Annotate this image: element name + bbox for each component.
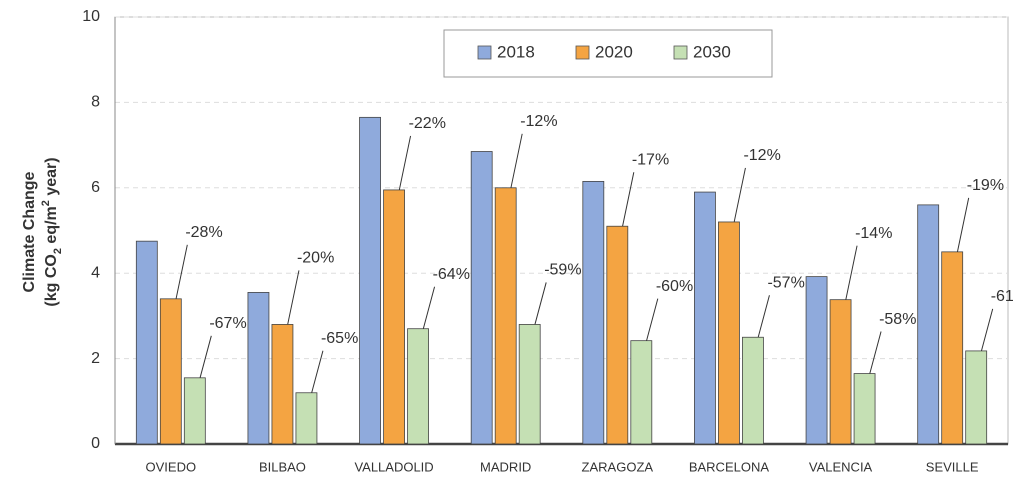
bar [271,324,294,445]
bar [742,336,764,445]
y-tick-label: 10 [82,8,100,25]
change-label: -17% [632,151,669,168]
x-tick-label: ZARAGOZA [582,459,654,474]
leader-line [422,286,436,329]
y-tick-label: 0 [91,435,100,452]
leader-line [980,308,994,352]
change-label: -28% [185,224,222,241]
bar [718,221,740,445]
change-label: -59% [544,262,581,279]
x-tick-label: MADRID [480,459,531,474]
x-tick-label: VALENCIA [809,459,873,474]
bar [606,225,629,445]
legend-label: 2020 [595,42,633,61]
bar [183,377,206,445]
leader-line [956,197,970,252]
leader-line [733,167,746,223]
y-tick-label: 8 [91,94,100,111]
x-tick-label: BILBAO [259,459,306,474]
y-tick-label: 2 [91,350,100,367]
x-tick-label: OVIEDO [146,459,197,474]
bar [407,328,429,445]
y-label-part: year) [43,157,60,200]
legend-swatch [673,45,688,60]
change-label: -22% [409,115,446,132]
change-label: -65% [321,330,358,347]
bar [518,324,541,445]
change-label: -64% [433,266,470,283]
y-label-part: (kg CO [43,254,60,306]
bar [470,151,493,445]
legend-swatch [477,45,492,60]
leader-line [398,135,412,191]
bar [630,340,653,445]
bar [159,298,182,445]
bar [805,276,828,445]
leader-line [510,133,523,188]
change-label: -20% [297,250,334,267]
legend-label: 2018 [497,42,535,61]
leader-line [534,282,547,325]
bar [494,187,517,445]
y-label-sub: 2 [52,248,64,254]
y-label-sup: 2 [40,200,52,206]
bar [295,392,318,445]
leader-line [757,295,770,338]
bar [582,180,605,445]
x-tick-label: VALLADOLID [354,459,433,474]
change-label: -12% [743,147,780,164]
leader-line [175,244,188,299]
y-axis-label: (kg CO2 eq/m2 year) [40,157,64,306]
bar [829,299,852,445]
y-tick-label: 6 [91,179,100,196]
y-axis-label: Climate Change [21,171,38,292]
change-label: -19% [967,177,1004,194]
legend-swatch [575,45,590,60]
change-label: -14% [855,225,892,242]
bar [135,240,158,445]
bar [853,373,876,445]
leader-line [199,335,212,378]
leader-line [646,298,659,341]
leader-line [845,245,858,300]
bar [383,189,405,445]
y-label-part: eq/m [43,206,60,248]
leader-line [287,270,300,325]
bar [965,350,988,445]
change-label: -60% [656,278,693,295]
change-label: -61% [991,288,1013,305]
bar [917,204,940,445]
change-label: -12% [520,113,557,130]
bar [247,292,270,445]
y-tick-label: 4 [91,264,100,281]
x-tick-label: BARCELONA [689,459,770,474]
leader-line [869,331,882,374]
x-tick-label: SEVILLE [926,459,979,474]
bar [359,116,381,445]
bar [941,251,964,445]
change-label: -58% [879,311,916,328]
change-label: -57% [767,274,804,291]
leader-line [311,350,324,393]
legend-label: 2030 [693,42,731,61]
bar [694,191,716,445]
leader-line [622,172,635,227]
legend-box [443,29,773,78]
change-label: -67% [209,315,246,332]
